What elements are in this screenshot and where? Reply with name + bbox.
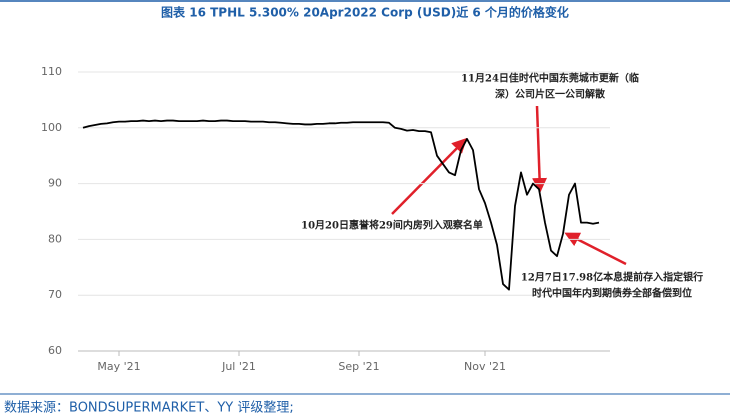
y-tick-label: 60: [48, 344, 62, 357]
y-tick-label: 100: [41, 121, 62, 134]
arrow: [532, 105, 548, 193]
x-tick-label: Nov '21: [464, 360, 506, 373]
chart-title: 图表 16 TPHL 5.300% 20Apr2022 Corp (USD)近 …: [161, 5, 569, 20]
annotation: 10月20日惠誉将29间内房列入观察名单: [301, 219, 483, 232]
x-tick-label: Sep '21: [338, 360, 379, 373]
y-tick-label: 90: [48, 177, 62, 190]
arrow: [564, 232, 627, 266]
y-tick-label: 110: [41, 65, 62, 78]
y-tick-label: 70: [48, 288, 62, 301]
annotation: 12月7日17.98亿本息提前存入指定银行: [521, 271, 703, 284]
annotation: 时代中国年内到期债券全部备偿到位: [532, 287, 692, 300]
x-tick-label: May '21: [97, 360, 140, 373]
annotation: 深）公司片区一公司解散: [495, 88, 606, 101]
source-note: 数据来源：BONDSUPERMARKET、YY 评级整理;: [4, 401, 294, 416]
price-line: [82, 119, 600, 291]
x-tick-label: Jul '21: [221, 360, 256, 373]
y-tick-label: 80: [48, 232, 62, 245]
annotation: 11月24日佳时代中国东莞城市更新（临: [461, 72, 639, 85]
arrow: [391, 137, 468, 215]
